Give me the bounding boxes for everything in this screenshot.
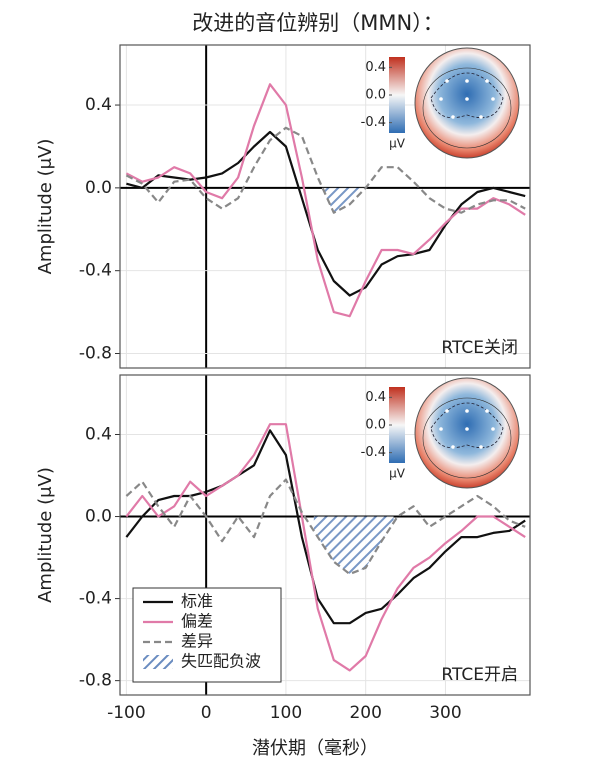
- electrode: [479, 115, 483, 119]
- colorbar-label: -0.4: [361, 115, 386, 130]
- y-tick-label: -0.4: [79, 261, 112, 281]
- y-axis-label: Amplitude (μV): [35, 467, 56, 603]
- topomap-contour: [422, 67, 512, 149]
- y-tick-label: 0.0: [85, 178, 112, 198]
- y-tick-label: -0.8: [79, 671, 112, 691]
- x-tick-label: -100: [107, 703, 146, 723]
- topomap-contour: [430, 402, 504, 449]
- legend-label: 差异: [181, 632, 213, 651]
- series-line: [125, 423, 526, 672]
- legend-label: 偏差: [181, 612, 213, 631]
- y-tick-label: 0.4: [85, 424, 112, 444]
- y-tick-label: 0.4: [85, 95, 112, 115]
- x-tick-label: 100: [270, 703, 302, 723]
- electrode: [491, 97, 495, 101]
- series-line: [126, 130, 526, 297]
- x-tick-label: 0: [201, 703, 212, 723]
- electrode: [451, 115, 455, 119]
- colorbar-label: 0.0: [365, 88, 386, 103]
- colorbar: [389, 57, 405, 133]
- x-axis-label: 潜伏期（毫秒）: [252, 738, 378, 759]
- y-tick-label: -0.4: [79, 589, 112, 609]
- x-tick-label: 200: [349, 703, 381, 723]
- electrode: [451, 445, 455, 449]
- electrode: [485, 409, 489, 413]
- electrode: [491, 427, 495, 431]
- electrode: [485, 79, 489, 83]
- colorbar-label: 0.4: [365, 60, 386, 75]
- electrode: [479, 445, 483, 449]
- electrode: [465, 409, 469, 413]
- legend-label: 标准: [181, 592, 213, 611]
- mmn-region: [321, 187, 370, 213]
- series-line: [125, 83, 526, 318]
- colorbar-label: 0.4: [365, 390, 386, 405]
- plot-frame: [119, 374, 531, 696]
- colorbar-label: 0.0: [365, 418, 386, 433]
- title: 改进的音位辨别（MMN）：: [192, 11, 443, 35]
- electrode: [465, 79, 469, 83]
- y-tick-label: 0.0: [85, 507, 112, 527]
- panel-annotation: RTCE开启: [441, 665, 518, 685]
- electrode: [439, 427, 443, 431]
- series-line: [125, 429, 526, 625]
- electrode: [465, 427, 469, 431]
- series-line: [125, 126, 526, 214]
- colorbar-label: -0.4: [361, 445, 386, 460]
- series-line: [125, 478, 526, 576]
- electrode: [445, 409, 449, 413]
- topomap-head: [414, 47, 520, 159]
- legend-label: 失匹配负波: [181, 652, 261, 671]
- electrode: [465, 97, 469, 101]
- electrode: [439, 97, 443, 101]
- colorbar-unit: μV: [389, 467, 406, 481]
- colorbar: [389, 387, 405, 463]
- x-tick-label: 300: [429, 703, 461, 723]
- panel-annotation: RTCE关闭: [441, 338, 518, 358]
- topomap-contour: [422, 397, 512, 479]
- legend-swatch: [143, 655, 173, 669]
- colorbar-unit: μV: [389, 137, 406, 151]
- topomap-head: [414, 377, 520, 489]
- topomap-contour: [430, 72, 504, 119]
- plot-frame: [119, 44, 531, 369]
- y-tick-label: -0.8: [79, 344, 112, 364]
- electrode: [445, 79, 449, 83]
- y-axis-label: Amplitude (μV): [35, 139, 56, 275]
- mmn-region: [313, 516, 394, 574]
